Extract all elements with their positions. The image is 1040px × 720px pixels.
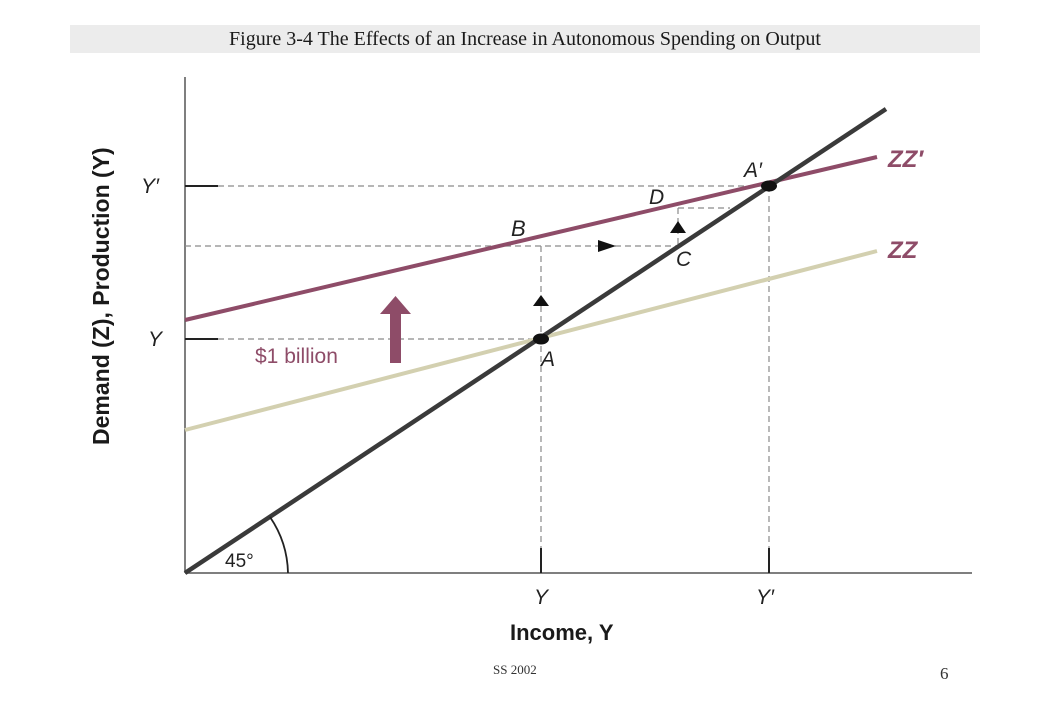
zz-line	[184, 249, 878, 432]
point-d-label: D	[649, 186, 664, 209]
x-tick-label-yprime: Y′	[756, 586, 775, 609]
figure-title-bar: Figure 3-4 The Effects of an Increase in…	[70, 25, 980, 53]
arrow-right-b-icon	[598, 240, 616, 252]
zz-label: ZZ	[887, 237, 919, 264]
point-a-dot	[533, 333, 549, 345]
x-tick-label-y: Y	[534, 586, 550, 609]
point-a-label: A	[539, 348, 555, 371]
point-a-prime-dot	[761, 180, 777, 192]
point-a-prime-label: A′	[742, 159, 763, 182]
figure-title: Figure 3-4 The Effects of an Increase in…	[229, 28, 821, 50]
angle-arc	[269, 516, 289, 574]
y-tick-label-yprime: Y′	[141, 175, 160, 198]
shift-arrow-head-icon	[380, 296, 411, 314]
page-number: 6	[940, 664, 949, 683]
shift-arrow-shaft	[390, 312, 401, 363]
zz-prime-label: ZZ′	[887, 146, 924, 173]
y-axis-label: Demand (Z), Production (Y)	[88, 147, 114, 445]
y-tick-label-y: Y	[148, 328, 164, 351]
point-b-label: B	[511, 216, 526, 241]
shift-label: $1 billion	[255, 345, 338, 368]
point-c-label: C	[676, 248, 692, 271]
x-axis-label: Income, Y	[510, 620, 614, 645]
angle-label: 45°	[225, 551, 254, 572]
arrow-up-c-icon	[670, 221, 686, 233]
footer-left: SS 2002	[493, 662, 537, 677]
arrow-up-a-icon	[533, 295, 549, 306]
